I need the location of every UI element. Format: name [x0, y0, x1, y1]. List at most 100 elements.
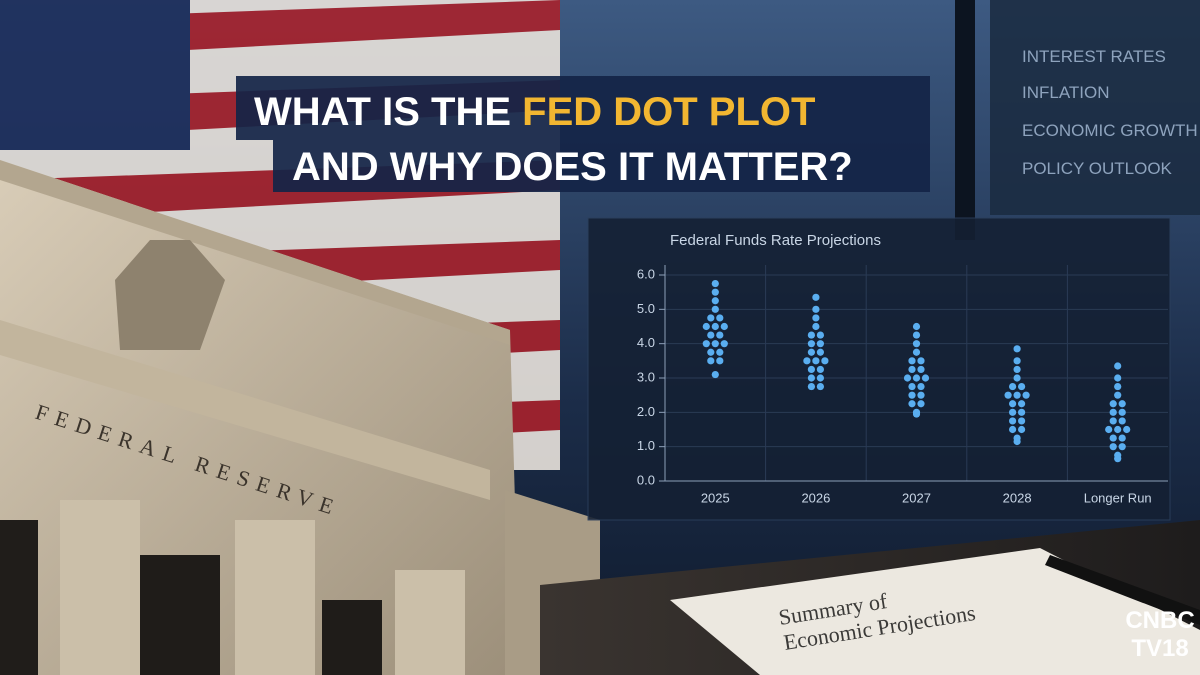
dot — [1022, 391, 1030, 399]
dot — [807, 382, 816, 391]
dot — [1018, 382, 1026, 391]
dot — [716, 331, 724, 339]
dot — [711, 297, 719, 305]
logo: CNBC — [1125, 607, 1194, 634]
x-tick-label: 2028 — [1003, 490, 1032, 505]
dot — [912, 340, 921, 348]
dot — [1118, 417, 1126, 425]
dot — [707, 357, 715, 365]
headline-text: WHAT IS THE — [254, 90, 511, 134]
dot — [1013, 357, 1021, 365]
dot — [917, 365, 925, 374]
dot — [1004, 391, 1012, 399]
side-item: POLICY OUTLOOK — [1022, 159, 1173, 178]
dot — [720, 322, 728, 331]
dot — [812, 305, 820, 313]
dot — [1009, 382, 1017, 391]
chart-title: Federal Funds Rate Projections — [670, 232, 881, 249]
dot — [711, 322, 719, 331]
logo: TV18 — [1131, 635, 1188, 662]
dot — [1018, 408, 1026, 416]
dot — [707, 314, 715, 322]
dot — [707, 348, 715, 356]
dot — [1118, 434, 1126, 442]
dot — [807, 348, 816, 356]
headline-box — [236, 76, 930, 140]
dot — [1109, 434, 1117, 442]
dot — [1109, 400, 1117, 408]
dot — [816, 340, 825, 348]
dot — [1018, 400, 1026, 408]
dot — [716, 314, 724, 322]
dot — [912, 322, 921, 331]
x-tick-label: 2025 — [701, 490, 730, 505]
dot — [807, 331, 816, 339]
dot — [1109, 417, 1117, 425]
dot — [1109, 443, 1117, 451]
dot — [1114, 382, 1122, 391]
dot — [1114, 425, 1122, 434]
dot — [1013, 437, 1021, 446]
panel-frame — [955, 0, 975, 240]
dot — [1013, 365, 1021, 374]
x-tick-label: Longer Run — [1084, 490, 1152, 505]
dot — [807, 365, 816, 374]
y-tick-label: 6.0 — [637, 266, 655, 281]
dot — [1013, 374, 1021, 382]
dot — [1109, 408, 1117, 416]
chart-panel — [587, 217, 1171, 521]
side-item: INFLATION — [1022, 83, 1110, 102]
dot — [711, 305, 719, 313]
dot — [917, 391, 925, 399]
dot — [1118, 400, 1126, 408]
dot — [807, 340, 816, 348]
headline-line: AND WHY DOES IT MATTER? — [292, 145, 853, 189]
building — [0, 160, 600, 675]
dot — [1013, 391, 1021, 399]
dot — [711, 370, 719, 379]
dot — [816, 374, 825, 382]
dot — [1009, 417, 1017, 425]
dot — [912, 410, 921, 418]
y-tick-label: 4.0 — [637, 335, 655, 350]
dot — [821, 357, 829, 365]
dot — [707, 331, 715, 339]
dot — [1114, 374, 1122, 382]
x-tick-label: 2026 — [801, 490, 830, 505]
dot — [908, 391, 916, 399]
y-tick-label: 1.0 — [637, 438, 655, 453]
dot — [912, 374, 921, 382]
dot — [716, 348, 724, 356]
dot — [903, 374, 912, 382]
dot — [711, 279, 719, 288]
dot — [1018, 425, 1026, 434]
dot — [1118, 443, 1126, 451]
dot — [908, 357, 916, 365]
dot — [1009, 408, 1017, 416]
dot — [702, 322, 710, 331]
y-tick-label: 3.0 — [637, 369, 655, 384]
x-tick-label: 2027 — [902, 490, 931, 505]
dot — [1118, 408, 1126, 416]
document — [670, 548, 1200, 675]
dot — [908, 400, 916, 408]
dot — [711, 340, 719, 348]
headline-line: WHAT IS THE FED DOT PLOT — [254, 90, 815, 134]
dot — [1009, 425, 1017, 434]
y-tick-label: 0.0 — [637, 472, 655, 487]
dot — [1114, 391, 1122, 399]
side-item: ECONOMIC GROWTH — [1022, 121, 1198, 140]
dot — [912, 331, 921, 339]
dot — [702, 340, 710, 348]
headline-box — [273, 140, 930, 192]
dot — [816, 348, 825, 356]
side-item: INTEREST RATES — [1022, 47, 1166, 66]
dot — [1123, 425, 1131, 434]
dot — [716, 357, 724, 365]
dot — [908, 365, 916, 374]
dot — [908, 382, 916, 391]
dot — [812, 322, 820, 331]
dot — [917, 382, 925, 391]
dot — [917, 357, 925, 365]
